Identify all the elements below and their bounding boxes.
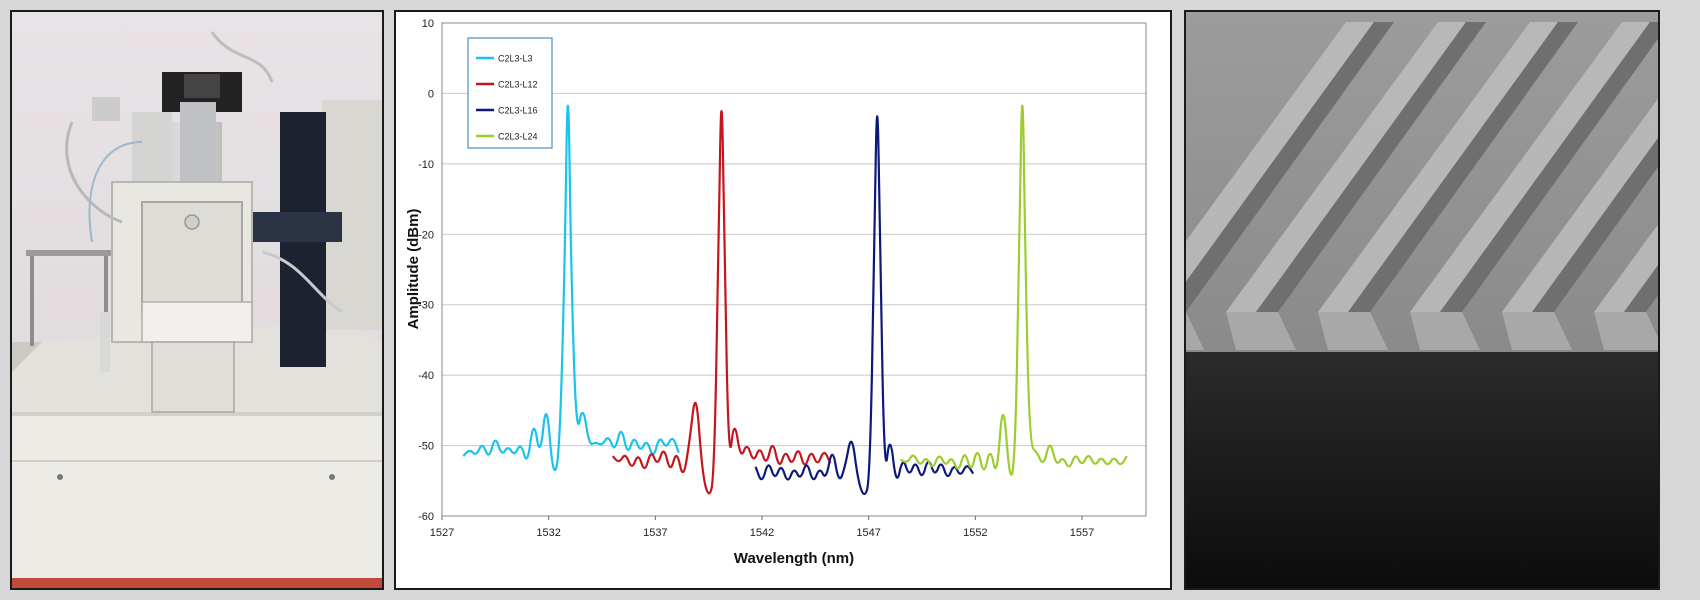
- equipment-photo: [10, 10, 384, 590]
- x-tick-label: 1527: [430, 527, 454, 539]
- legend-entry: C2L3-L3: [498, 54, 533, 64]
- series-line-2: [611, 109, 832, 495]
- x-tick-label: 1557: [1070, 527, 1094, 539]
- x-tick-label: 1552: [963, 527, 987, 539]
- x-tick-label: 1542: [750, 527, 774, 539]
- y-tick-label: 0: [428, 88, 434, 100]
- legend-box: [467, 37, 553, 149]
- y-tick-label: -30: [418, 300, 434, 312]
- series-line-1: [462, 104, 680, 472]
- sem-illustration: [1186, 12, 1658, 588]
- y-axis-label: Amplitude (dBm): [405, 209, 422, 330]
- series-lines: [462, 104, 1128, 496]
- y-tick-label: -40: [418, 370, 434, 382]
- legend: C2L3-L3 C2L3-L12 C2L3-L16 C2L3-L24: [467, 37, 553, 149]
- y-tick-label: -60: [418, 511, 434, 523]
- spectrum-chart-panel: 1527 1532 1537 1542 1547 1552 1557 -60 -50 -40 -3…: [394, 10, 1172, 590]
- y-tick-label: -50: [418, 441, 434, 453]
- x-axis-label: Wavelength (nm): [734, 550, 854, 567]
- x-tick-label: 1532: [536, 527, 560, 539]
- y-tick-label: -20: [418, 229, 434, 241]
- plot-area: [441, 22, 1147, 517]
- y-tick-label: -10: [418, 159, 434, 171]
- grating-sem-micrograph: [1184, 10, 1660, 590]
- legend-entry: C2L3-L12: [498, 80, 538, 90]
- series-line-4: [900, 104, 1128, 476]
- y-axis-ticks: -60 -50 -40 -30 -20 -10 0 10: [418, 18, 434, 523]
- x-tick-label: 1537: [643, 527, 667, 539]
- legend-entry: C2L3-L24: [498, 132, 538, 142]
- x-axis-ticks: 1527 1532 1537 1542 1547 1552 1557: [430, 516, 1094, 539]
- legend-entry: C2L3-L16: [498, 106, 538, 116]
- y-tick-label: 10: [422, 18, 434, 30]
- spectrum-chart: 1527 1532 1537 1542 1547 1552 1557 -60 -50 -40 -3…: [405, 18, 1147, 567]
- x-tick-label: 1547: [856, 527, 880, 539]
- equipment-illustration: [12, 12, 382, 588]
